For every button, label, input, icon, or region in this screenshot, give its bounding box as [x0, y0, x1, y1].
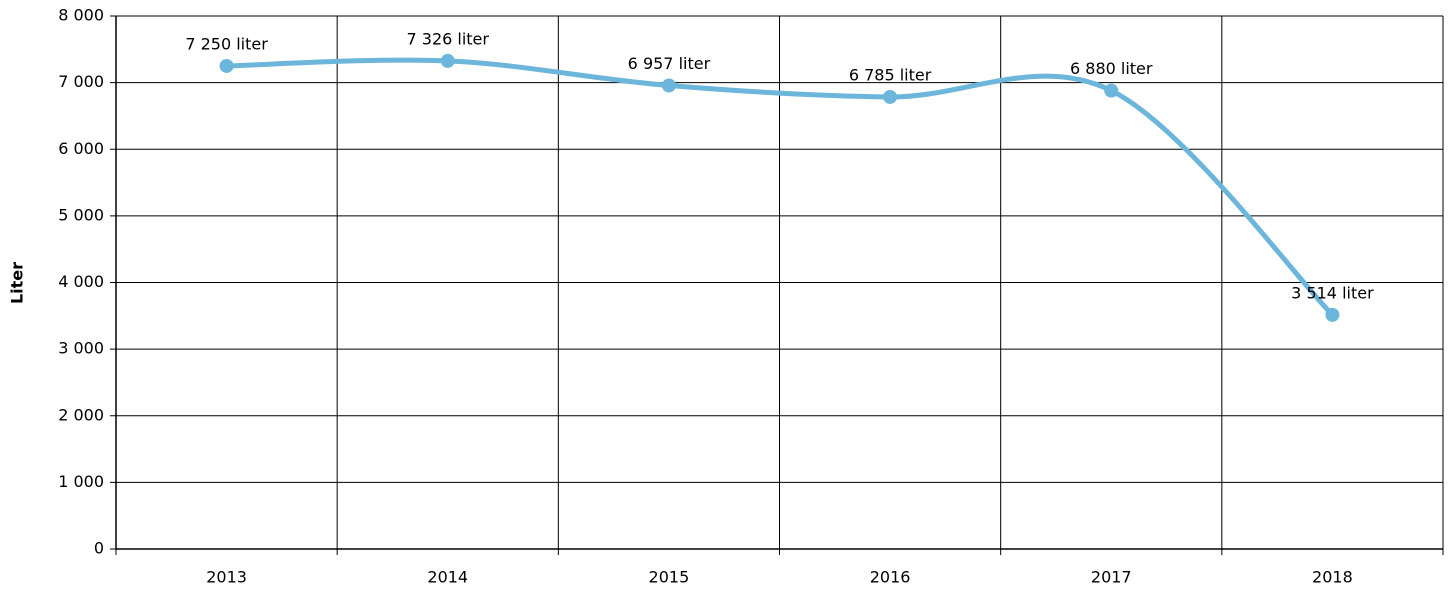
point — [883, 89, 898, 104]
y-tick-label: 3 000 — [58, 339, 104, 358]
x-tick-label: 2015 — [649, 568, 690, 587]
y-tick-label: 1 000 — [58, 472, 104, 491]
value-label: 6 957 liter — [628, 54, 711, 73]
y-tick-label: 4 000 — [58, 272, 104, 291]
y-tick-label: 8 000 — [58, 6, 104, 25]
x-tick-label: 2013 — [206, 568, 247, 587]
value-label: 7 250 liter — [185, 34, 268, 53]
value-label: 3 514 liter — [1291, 283, 1374, 302]
point — [219, 58, 234, 73]
point — [661, 78, 676, 93]
x-tick-label: 2017 — [1091, 568, 1132, 587]
y-axis-label: Liter — [8, 262, 27, 304]
line — [224, 57, 1335, 318]
point — [1325, 307, 1340, 322]
y-tick-label: 6 000 — [58, 139, 104, 158]
value-label: 7 326 liter — [407, 29, 490, 48]
y-tick-label: 5 000 — [58, 205, 104, 224]
y-tick-label: 7 000 — [58, 72, 104, 91]
x-tick-label: 2018 — [1312, 568, 1353, 587]
point — [1104, 83, 1119, 98]
x-tick-label: 2014 — [427, 568, 468, 587]
point — [440, 53, 455, 68]
y-tick-label: 0 — [94, 539, 104, 558]
value-label: 6 880 liter — [1070, 59, 1153, 78]
y-tick-label: 2 000 — [58, 405, 104, 424]
x-tick-label: 2016 — [870, 568, 911, 587]
value-label: 6 785 liter — [849, 65, 932, 84]
